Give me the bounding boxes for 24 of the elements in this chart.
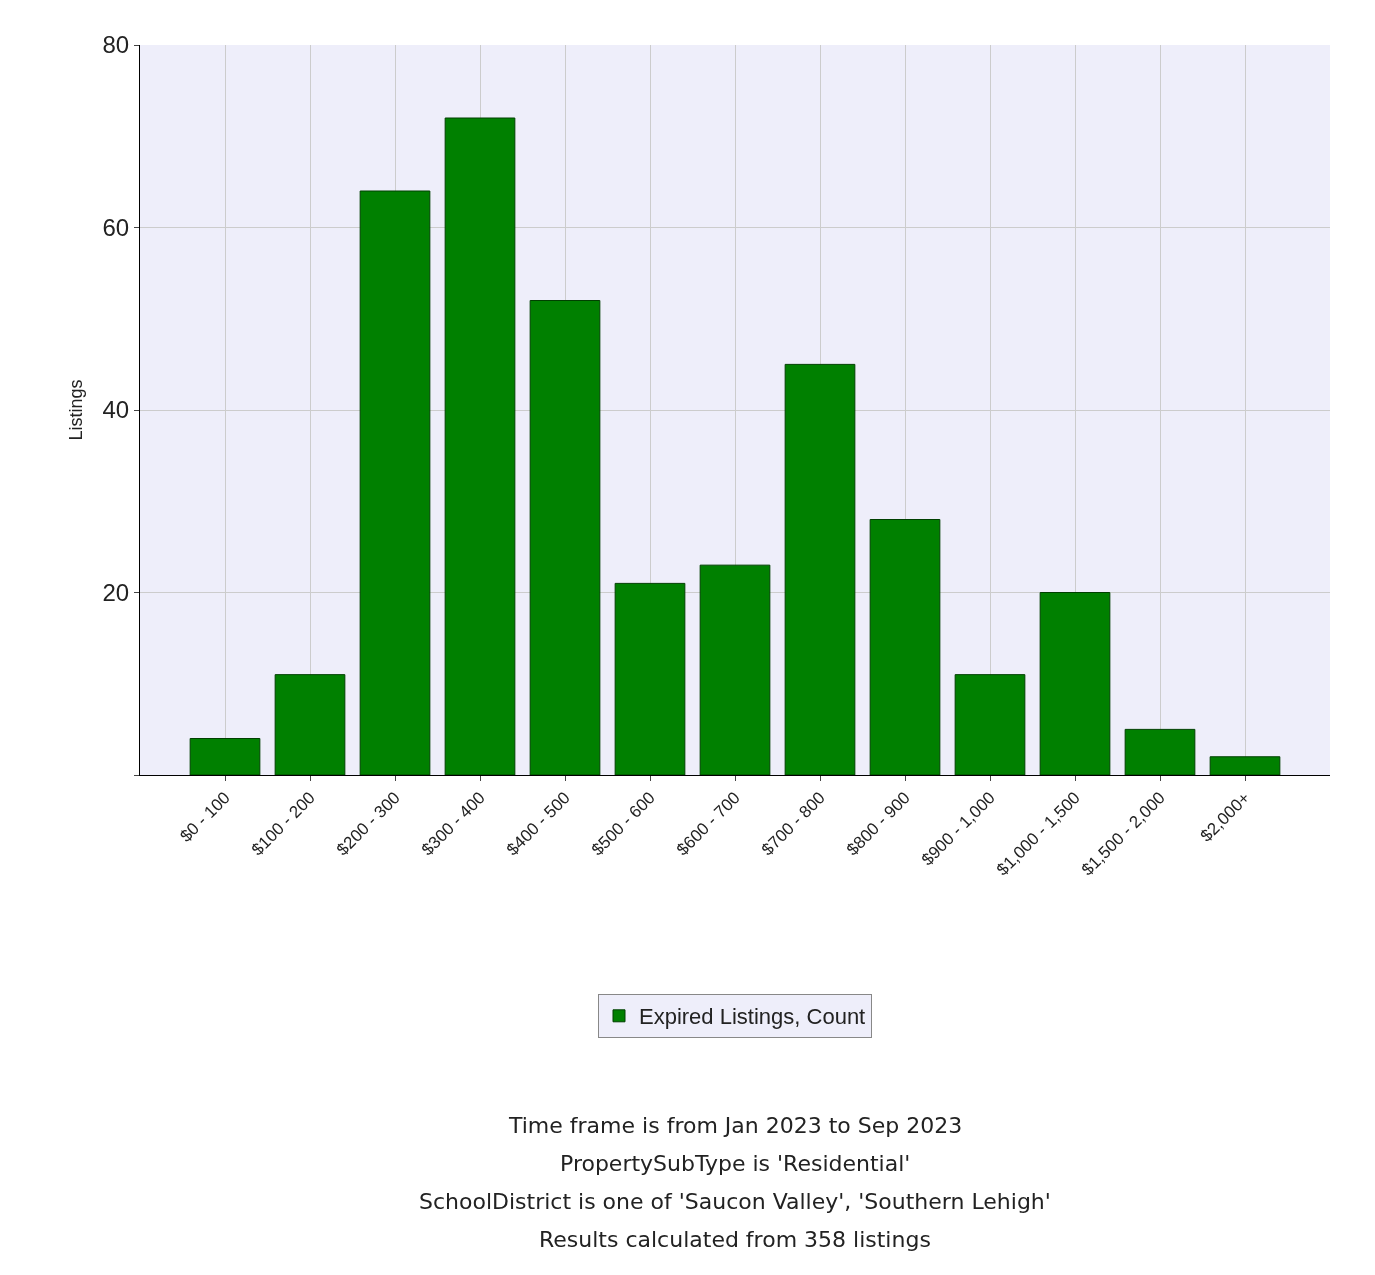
bar [359,190,431,775]
text: PropertySubType is 'Residential' [560,1151,911,1176]
y-tick-label: 60 [102,213,130,241]
y-axis-title: Listings [65,379,86,441]
bar [274,674,346,775]
bar [189,738,261,775]
bar [954,674,1026,775]
y-tick-label: 80 [102,31,130,59]
text: SchoolDistrict is one of 'Saucon Valley', 'Southern Lehigh' [419,1189,1051,1214]
legend-label: Expired Listings, Count [639,1004,866,1030]
bar [444,117,516,775]
bar [869,519,941,775]
x-tick-label: $0 - 100 [176,788,234,846]
text: Time frame is from Jan 2023 to Sep 2023 [508,1113,963,1138]
bar [1209,756,1281,775]
bar [614,582,686,775]
bar [1124,728,1196,775]
y-tick-label: 20 [102,578,130,606]
y-tick-label: 40 [102,396,130,424]
bar [784,363,856,775]
text: Results calculated from 358 listings [539,1227,931,1252]
bar [1039,592,1111,775]
bar [699,564,771,775]
bar [529,300,601,775]
